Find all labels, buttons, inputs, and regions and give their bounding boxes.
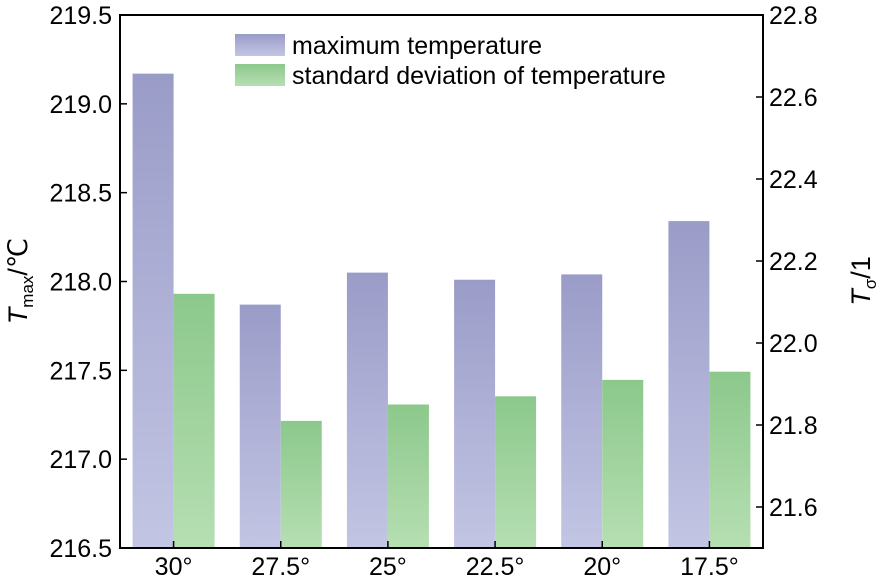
bar-max-temp-2 — [346, 272, 388, 548]
axes-layer: 30° 27.5° 25° 22.5° 20° 17.5° 216.5 217.0 217.5 2… — [3, 2, 880, 577]
y-right-tick-label: 21.8 — [769, 412, 818, 440]
y-left-tick-label: 217.0 — [49, 446, 112, 474]
bar-std-dev-4 — [602, 379, 644, 548]
bar-max-temp-1 — [239, 304, 281, 548]
y-left-tick-label: 218.0 — [49, 269, 112, 297]
bar-max-temp-0 — [132, 73, 174, 548]
bar-std-dev-0 — [173, 293, 215, 548]
y-right-tick-label: 22.2 — [769, 248, 818, 276]
y-left-tick-label: 216.5 — [49, 535, 112, 563]
y-left-tick-label: 219.0 — [49, 91, 112, 119]
y-right-tick-label: 22.0 — [769, 330, 818, 358]
plot-frame — [119, 14, 764, 549]
y-left-tick-label: 219.5 — [49, 2, 112, 30]
bar-max-temp-5 — [668, 221, 710, 549]
legend-label-0: maximum temperature — [292, 32, 542, 60]
y-left-tick-label: 218.5 — [49, 180, 112, 208]
y-left-axis-title: Tmax/℃ — [3, 238, 37, 324]
x-tick-label: 30° — [155, 553, 193, 577]
x-tick-label: 22.5° — [466, 553, 525, 577]
bar-std-dev-1 — [280, 420, 322, 548]
bar-std-dev-5 — [709, 371, 751, 548]
bar-max-temp-3 — [454, 279, 496, 548]
y-right-tick-label: 22.8 — [769, 2, 818, 30]
x-tick-label: 25° — [369, 553, 407, 577]
bar-std-dev-2 — [387, 404, 429, 548]
legend-swatch-0 — [235, 34, 285, 56]
y-left-tick-label: 217.5 — [49, 357, 112, 385]
y-right-tick-label: 22.6 — [769, 84, 818, 112]
x-tick-label: 20° — [583, 553, 621, 577]
bar-max-temp-4 — [561, 274, 603, 548]
x-tick-label: 17.5° — [680, 553, 739, 577]
y-right-axis-title: Tσ/1 — [846, 256, 880, 306]
y-right-tick-label: 21.6 — [769, 494, 818, 522]
y-right-tick-label: 22.4 — [769, 166, 818, 194]
legend-swatch-1 — [235, 64, 285, 86]
x-tick-label: 27.5° — [251, 553, 310, 577]
bars-layer — [132, 73, 751, 549]
bar-std-dev-3 — [495, 396, 537, 548]
legend-label-1: standard deviation of temperature — [292, 62, 666, 90]
